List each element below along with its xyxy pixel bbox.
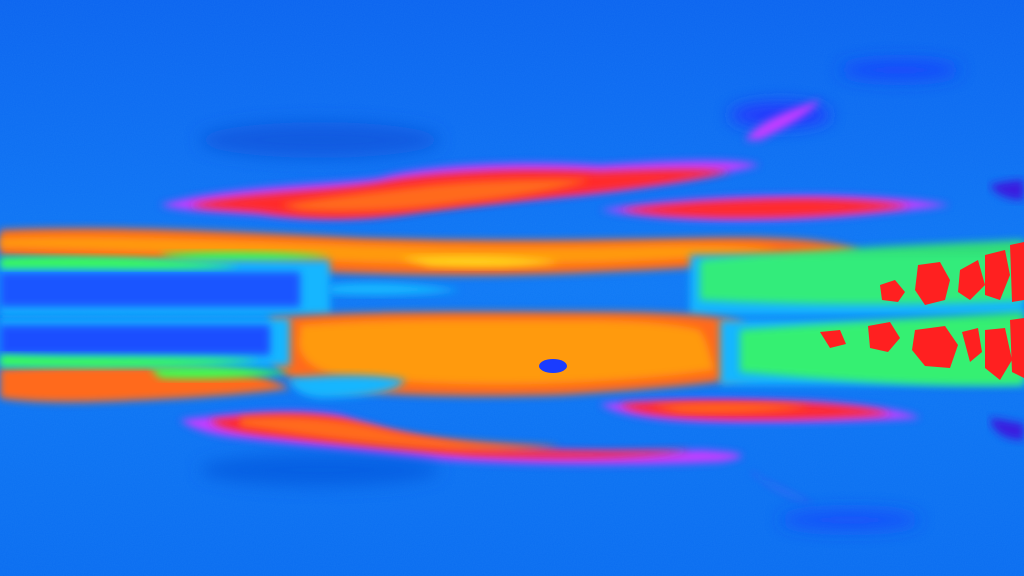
left-treeline-reflection [0, 318, 290, 367]
right-treeline-reflection [720, 312, 1024, 386]
